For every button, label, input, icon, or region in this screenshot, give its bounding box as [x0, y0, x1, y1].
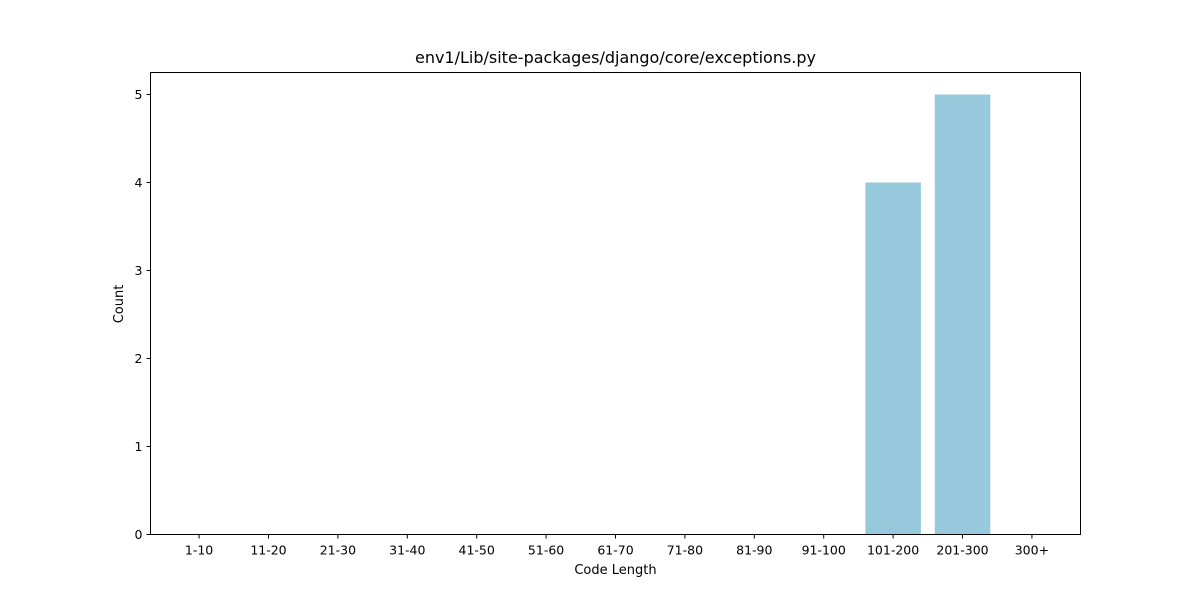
y-tick-label: 4	[135, 175, 143, 190]
x-tick-label: 81-90	[736, 543, 772, 558]
y-tick-label: 5	[135, 87, 143, 102]
y-tick-label: 2	[135, 351, 143, 366]
x-tick-label: 31-40	[389, 543, 425, 558]
x-tick-label: 101-200	[867, 543, 919, 558]
chart-title: env1/Lib/site-packages/django/core/excep…	[415, 48, 816, 67]
x-tick-label: 51-60	[528, 543, 564, 558]
y-tick-label: 3	[135, 263, 143, 278]
x-tick-label: 21-30	[320, 543, 356, 558]
x-axis-ticks: 1-10 11-20 21-30 31-40 41-50 51-60 61-70 71-80 8…	[185, 534, 1049, 558]
x-tick-label: 201-300	[936, 543, 988, 558]
y-tick-label: 1	[135, 439, 143, 454]
y-axis-label: Count	[112, 285, 127, 324]
x-tick-label: 300+	[1015, 543, 1049, 558]
plot-frame	[150, 72, 1081, 535]
y-axis-ticks: 0 1 2 3 4 5	[135, 87, 151, 542]
x-tick-label: 91-100	[802, 543, 846, 558]
x-tick-label: 11-20	[250, 543, 286, 558]
x-axis-label: Code Length	[574, 563, 656, 578]
x-tick-label: 1-10	[185, 543, 213, 558]
bars-group	[865, 94, 991, 535]
x-tick-label: 71-80	[667, 543, 703, 558]
bar-201-300	[934, 94, 991, 535]
y-tick-label: 0	[135, 527, 143, 542]
x-tick-label: 41-50	[459, 543, 495, 558]
bar-101-200	[865, 182, 921, 535]
x-tick-label: 61-70	[597, 543, 633, 558]
